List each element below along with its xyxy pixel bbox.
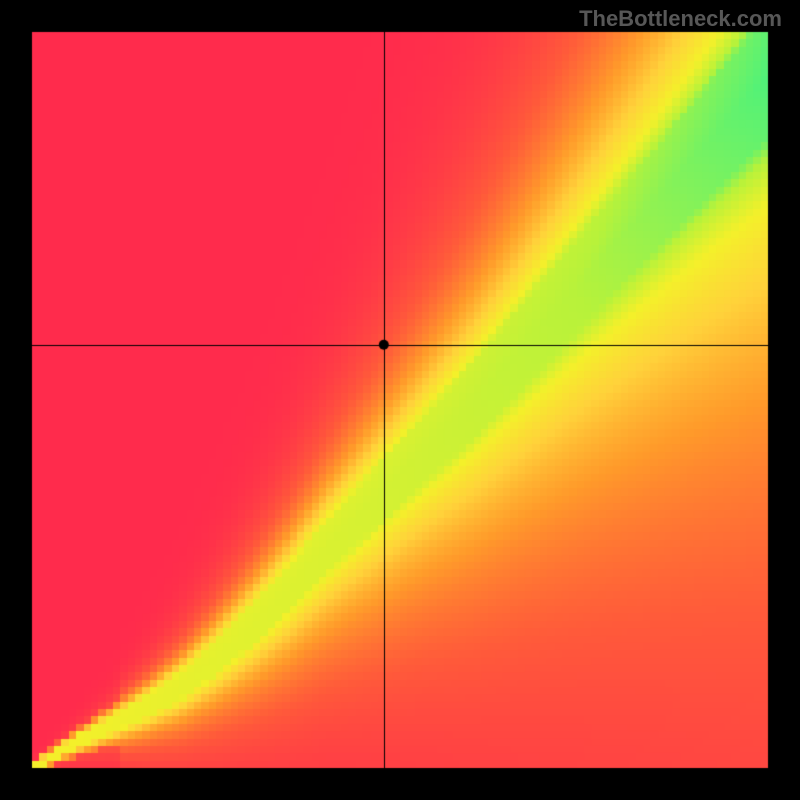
chart-container: TheBottleneck.com xyxy=(0,0,800,800)
watermark-text: TheBottleneck.com xyxy=(579,6,782,32)
bottleneck-heatmap xyxy=(0,0,800,800)
